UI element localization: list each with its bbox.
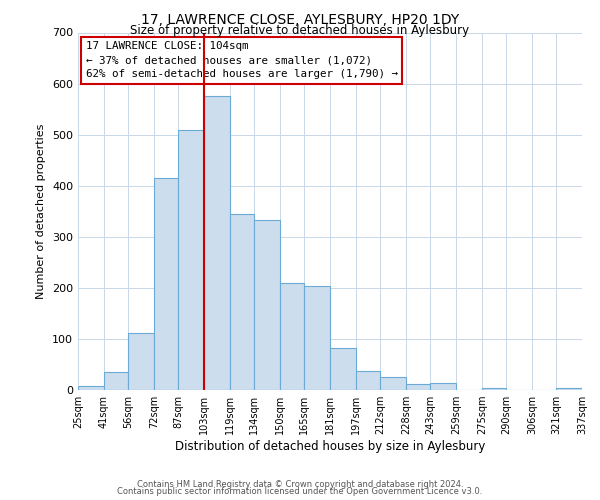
Text: Contains public sector information licensed under the Open Government Licence v3: Contains public sector information licen…: [118, 487, 482, 496]
Bar: [78, 386, 104, 390]
Bar: [380, 376, 406, 390]
Bar: [154, 178, 178, 390]
Bar: [330, 348, 356, 390]
Bar: [356, 371, 380, 390]
Bar: [406, 384, 430, 390]
Text: Size of property relative to detached houses in Aylesbury: Size of property relative to detached ho…: [130, 24, 470, 37]
Text: 17, LAWRENCE CLOSE, AYLESBURY, HP20 1DY: 17, LAWRENCE CLOSE, AYLESBURY, HP20 1DY: [141, 12, 459, 26]
Bar: [254, 220, 280, 390]
X-axis label: Distribution of detached houses by size in Aylesbury: Distribution of detached houses by size …: [175, 440, 485, 453]
Bar: [104, 372, 128, 390]
Bar: [280, 283, 304, 390]
Bar: [230, 214, 254, 390]
Bar: [482, 388, 506, 390]
Bar: [304, 286, 330, 390]
Bar: [204, 96, 230, 390]
Bar: [178, 130, 204, 390]
Y-axis label: Number of detached properties: Number of detached properties: [37, 124, 46, 299]
Text: 17 LAWRENCE CLOSE: 104sqm
← 37% of detached houses are smaller (1,072)
62% of se: 17 LAWRENCE CLOSE: 104sqm ← 37% of detac…: [86, 42, 398, 80]
Bar: [430, 384, 456, 390]
Bar: [128, 333, 154, 390]
Bar: [556, 388, 582, 390]
Text: Contains HM Land Registry data © Crown copyright and database right 2024.: Contains HM Land Registry data © Crown c…: [137, 480, 463, 489]
